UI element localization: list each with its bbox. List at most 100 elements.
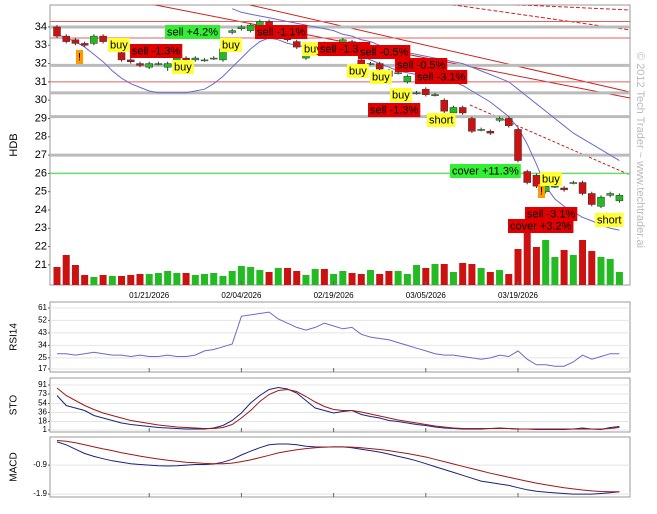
candle-body [412,92,421,95]
candle-body [514,129,522,161]
volume-bar [394,271,402,285]
candle-body [588,193,596,205]
y-tick-label: 23 [35,222,47,234]
volume-bar [551,257,559,285]
trade-label-box [395,58,448,72]
trade-label: sell -3.1% [417,71,466,83]
trade-label: short [429,114,453,126]
trade-label-box [370,70,392,84]
y-tick-label: 25 [38,353,47,362]
candle-body [163,63,172,68]
y-tick-label: 29 [35,112,47,124]
candle-body [228,30,236,33]
candle-body [127,59,135,62]
volume-bar [440,264,448,285]
volume-bar [118,276,126,285]
volume-bar [431,264,439,285]
volume-bar [108,276,116,285]
candle-body [486,131,495,134]
volume-bar [505,274,513,285]
y-axis-label: MACD [9,452,20,481]
trade-label-box [525,207,578,221]
candle-body [145,63,153,68]
x-tick-label: 02/19/2026 [314,291,355,300]
trade-label-box [368,103,421,117]
candle-body [477,129,485,131]
trade-label: buy [349,65,367,77]
y-tick-label: 31 [35,76,47,88]
volume-bar [53,267,61,285]
volume-bar [339,271,347,285]
candle-body [606,193,614,196]
y-tick-label: 34 [35,21,47,33]
y-tick-label: 1 [43,425,48,434]
candle-body [136,63,144,66]
volume-bar [219,276,227,285]
volume-bar [468,264,476,285]
trade-label: sell +4.2% [167,26,218,38]
trade-label: cover +11.3% [452,165,519,177]
candle-body [560,187,568,191]
trade-label: short [597,214,621,226]
candle-body [99,35,107,42]
volume-bar [182,273,190,285]
trade-label: buy [542,173,560,185]
volume-bar [99,275,107,285]
candle-body [458,107,467,114]
y-tick-label: -1.9 [33,489,47,498]
volume-bar [191,275,199,285]
candle-body [431,94,439,96]
volume-bar [560,250,568,285]
volume-bar [145,274,153,285]
volume-bar [588,251,596,285]
volume-bar [228,271,236,285]
volume-bar [173,273,181,285]
trade-label-box [108,38,130,52]
trade-label-box [165,25,221,39]
y-tick-label: -0.9 [33,460,47,469]
volume-bar [330,274,338,285]
trade-label: buy [304,43,322,55]
candle-body [292,41,301,48]
trade-label-box [508,219,574,233]
volume-bar [81,275,89,285]
volume-bar [376,274,384,285]
volume-bar [90,277,98,285]
trade-label-box [358,45,411,59]
trade-label-box [347,64,369,78]
x-tick-label: 03/05/2026 [406,291,447,300]
volume-bar [403,274,411,285]
x-tick-label: 01/21/2026 [129,291,170,300]
candle-body [209,57,218,60]
trade-label-box [76,50,84,64]
volume-bar [320,269,328,285]
y-tick-label: 17 [38,364,47,373]
volume-bar [302,275,310,285]
volume-bar [311,269,319,285]
candle-body [495,118,504,121]
volume-bar [293,271,301,285]
candle-body [154,63,163,65]
trade-label: sell -3.1% [527,208,576,220]
volume-bar [247,267,255,285]
trade-label: buy [392,89,410,101]
candle-body [394,72,402,74]
y-tick-label: 26 [35,167,47,179]
y-tick-label: 18 [38,417,47,426]
volume-bar [477,268,485,285]
band-line [232,8,620,162]
volume-bar [210,273,218,285]
volume-bar [615,272,623,285]
trade-label-box [450,164,521,178]
volume-bar [357,274,365,285]
trade-label: sell -1.3% [320,43,369,55]
volume-bar [62,255,70,285]
trade-label-box [540,172,562,186]
volume-bar [164,271,172,285]
candle-body [440,99,448,112]
trade-label: sell -1.3% [132,45,181,57]
candle-body [237,26,246,30]
candle-body [597,196,605,207]
trade-label: sell -0.5% [360,46,409,58]
